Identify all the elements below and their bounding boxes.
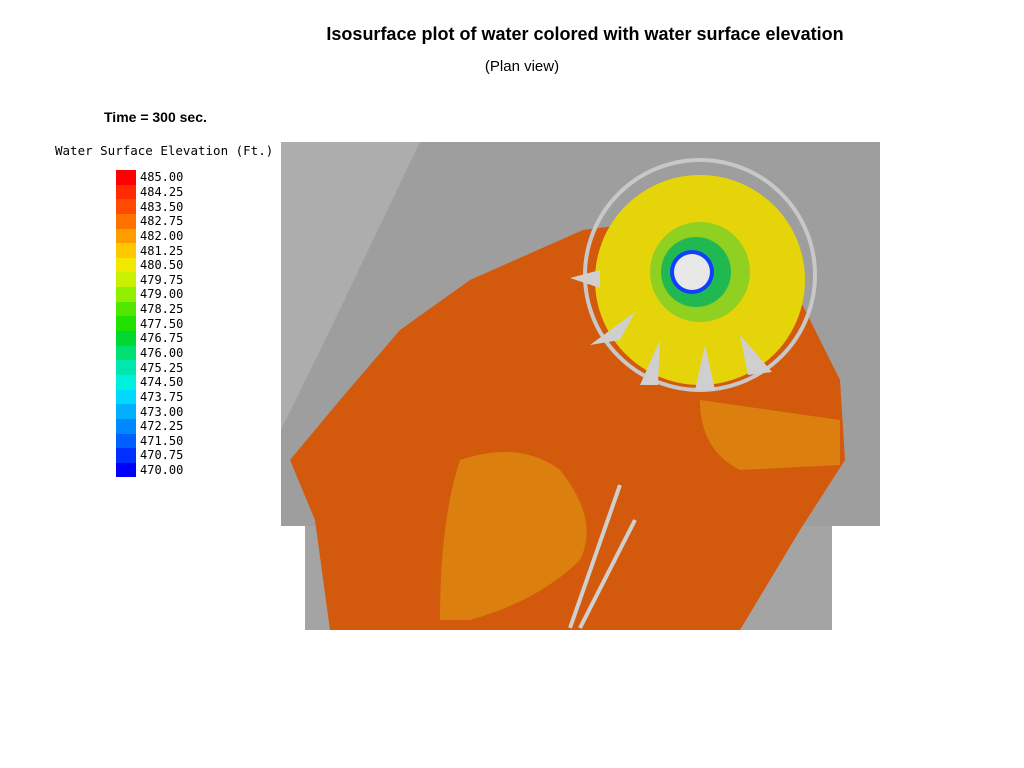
- legend-label: 474.50: [140, 375, 184, 390]
- legend-swatch: [116, 243, 136, 258]
- legend-item: 471.50: [116, 433, 184, 449]
- legend: 485.00 484.25 483.50 482.75 482.00 481.25 480.…: [116, 170, 184, 478]
- legend-item: 483.50: [116, 199, 183, 214]
- legend-label: 476.75: [140, 331, 184, 346]
- legend-swatch: [116, 184, 136, 200]
- legend-item: 475.25: [116, 360, 183, 375]
- legend-label: 470.75: [140, 448, 184, 463]
- legend-label: 483.50: [140, 199, 184, 214]
- legend-item: 473.75: [116, 389, 184, 405]
- legend-swatch: [116, 257, 136, 273]
- piers: [570, 270, 772, 390]
- legend-swatch: [116, 272, 136, 288]
- legend-label: 473.00: [140, 404, 184, 419]
- legend-swatch: [116, 448, 136, 463]
- legend-item: 474.50: [116, 374, 184, 390]
- legend-item: 476.75: [116, 331, 183, 346]
- legend-label: 476.00: [140, 346, 184, 360]
- legend-item: 481.25: [116, 243, 183, 258]
- legend-swatch: [116, 228, 136, 244]
- legend-label: 479.75: [140, 272, 184, 287]
- pier: [570, 270, 600, 288]
- legend-label: 481.25: [140, 243, 184, 258]
- time-label: Time = 300 sec.: [104, 109, 207, 125]
- legend-item: 480.50: [116, 257, 184, 273]
- legend-title: Water Surface Elevation (Ft.): [55, 143, 274, 158]
- pier: [740, 335, 772, 375]
- legend-item: 482.00: [116, 228, 184, 244]
- legend-item: 476.00: [116, 345, 184, 361]
- legend-item: 478.25: [116, 301, 184, 317]
- pool-hole: [674, 254, 710, 290]
- legend-item: 470.00: [116, 462, 184, 478]
- legend-swatch: [116, 345, 136, 361]
- legend-item: 484.25: [116, 184, 184, 200]
- pier: [640, 340, 660, 385]
- legend-swatch: [116, 331, 136, 346]
- water-surface: [440, 452, 587, 620]
- legend-label: 470.00: [140, 463, 184, 478]
- legend-swatch: [116, 433, 136, 449]
- legend-label: 472.25: [140, 419, 184, 434]
- legend-swatch: [116, 287, 136, 302]
- legend-label: 484.25: [140, 184, 184, 199]
- legend-label: 482.75: [140, 214, 184, 229]
- legend-label: 478.25: [140, 302, 184, 317]
- legend-item: 473.00: [116, 404, 183, 419]
- legend-swatch: [116, 389, 136, 405]
- legend-label: 477.50: [140, 316, 184, 331]
- legend-item: 479.00: [116, 287, 183, 302]
- legend-item: 477.50: [116, 316, 184, 332]
- subtitle: (Plan view): [484, 58, 560, 75]
- legend-label: 473.75: [140, 389, 184, 404]
- water-surface: [700, 400, 840, 470]
- legend-item: 485.00: [116, 170, 183, 185]
- legend-item: 470.75: [116, 448, 183, 463]
- legend-item: 472.25: [116, 418, 184, 434]
- legend-swatch: [116, 462, 136, 478]
- title: Isosurface plot of water colored with wa…: [326, 24, 844, 44]
- legend-swatch: [116, 374, 136, 390]
- legend-label: 480.50: [140, 258, 184, 273]
- legend-label: 475.25: [140, 360, 184, 375]
- legend-label: 482.00: [140, 228, 184, 243]
- legend-swatch: [116, 170, 136, 185]
- legend-swatch: [116, 316, 136, 332]
- legend-swatch: [116, 404, 136, 419]
- legend-label: 479.00: [140, 287, 184, 302]
- legend-item: 479.75: [116, 272, 184, 288]
- legend-swatch: [116, 360, 136, 375]
- pier: [695, 345, 715, 390]
- channel: [568, 484, 637, 629]
- legend-swatch: [116, 418, 136, 434]
- legend-label: 471.50: [140, 433, 184, 448]
- legend-swatch: [116, 213, 136, 229]
- legend-item: 482.75: [116, 213, 184, 229]
- terrain-shade: [281, 142, 420, 430]
- pier: [590, 312, 635, 345]
- legend-label: 485.00: [140, 170, 184, 185]
- legend-swatch: [116, 301, 136, 317]
- legend-swatch: [116, 199, 136, 214]
